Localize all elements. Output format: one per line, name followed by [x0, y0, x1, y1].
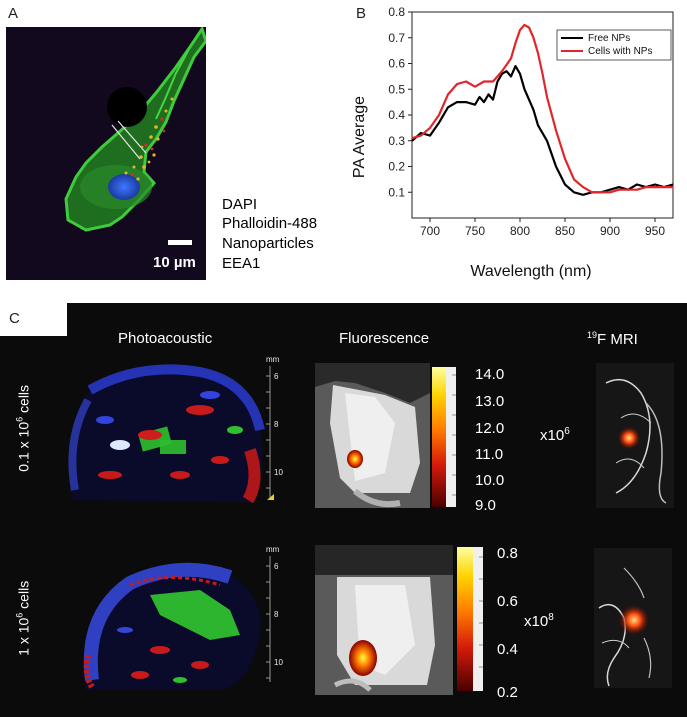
depth-scale-high: mm 6 8 10	[266, 545, 283, 682]
y-tick-label-0.8: 0.8	[388, 5, 405, 19]
y-tick-label-0.6: 0.6	[388, 57, 405, 71]
panel-c-label-box	[0, 303, 67, 336]
legend-cells-with-nps: Cells with NPs	[588, 46, 652, 57]
col-title-photoacoustic: Photoacoustic	[118, 330, 213, 347]
y-tick-label-0.4: 0.4	[388, 108, 405, 122]
row-label-low: 0.1 x 106 cells	[14, 384, 32, 472]
legend-dapi: DAPI	[222, 196, 258, 213]
depth-tick-10-low: 10	[274, 468, 283, 477]
chart-legend: Free NPs Cells with NPs	[556, 29, 672, 61]
x-axis-label: Wavelength (nm)	[470, 263, 591, 280]
y-tick-label-0.1: 0.1	[388, 185, 405, 199]
scale-bar-label: 10 µm	[153, 254, 196, 271]
panel-a-letter: A	[8, 5, 19, 22]
photoacoustic-image-low	[68, 364, 265, 504]
series-cells-with-nps	[411, 23, 673, 194]
pa-spectrum-chart: 700 750 800 850 900 950 0.1 0.2 0.3 0.4 0.5 0.6 0.7 0…	[340, 0, 687, 290]
colorbar-low	[432, 367, 456, 507]
x-tick-label-700: 700	[420, 224, 440, 238]
legend-free-nps: Free NPs	[588, 33, 630, 44]
mri-isotope: 19	[587, 330, 598, 340]
scale-bar	[168, 240, 192, 245]
cb-high-exponent: x108	[524, 612, 554, 630]
y-tick-label-0.2: 0.2	[388, 160, 405, 174]
mri-image-high	[594, 548, 672, 688]
row-label-high: 1 x 106 cells	[14, 580, 32, 656]
panel-c-letter: C	[9, 310, 20, 327]
cb-high-tick-2: 0.4	[497, 641, 518, 658]
x-tick-label-750: 750	[465, 224, 485, 238]
cb-high-tick-3: 0.2	[497, 684, 518, 701]
depth-tick-8-low: 8	[274, 420, 279, 429]
y-axis-label: PA Average	[351, 96, 368, 178]
cb-low-exponent: x106	[540, 426, 570, 444]
mri-title-text: F MRI	[597, 331, 638, 348]
cb-low-tick-4: 10.0	[475, 472, 505, 489]
fluorescence-image-high	[315, 545, 453, 695]
depth-unit-low: mm	[266, 355, 280, 364]
x-tick-label-800: 800	[510, 224, 530, 238]
depth-tick-6-low: 6	[274, 372, 279, 381]
mri-signal-low	[617, 426, 641, 450]
legend-nanoparticles: Nanoparticles	[222, 235, 314, 252]
nucleus	[108, 174, 140, 200]
fluorescence-signal-high	[349, 640, 377, 676]
depth-scale-low: mm 6 8 10	[266, 355, 283, 500]
nanoparticle-dots	[124, 97, 174, 181]
colorbar-high	[457, 547, 483, 691]
depth-tick-8-high: 8	[274, 610, 279, 619]
legend-phalloidin: Phalloidin-488	[222, 215, 318, 232]
cb-low-tick-0: 14.0	[475, 366, 505, 383]
panel-b-letter: B	[356, 5, 367, 22]
photoacoustic-image-high	[83, 562, 261, 690]
cb-low-tick-2: 12.0	[475, 420, 505, 437]
col-title-fluorescence: Fluorescence	[339, 330, 430, 347]
cb-high-tick-1: 0.6	[497, 593, 518, 610]
cb-low-tick-3: 11.0	[475, 446, 504, 463]
depth-tick-10-high: 10	[274, 658, 283, 667]
cb-high-tick-0: 0.8	[497, 545, 518, 562]
mri-image-low	[596, 363, 674, 508]
chart-svg: 700 750 800 850 900 950 0.1 0.2 0.3 0.4 0.5 0.6 0.7 0…	[351, 5, 674, 280]
y-tick-label-0.7: 0.7	[388, 31, 405, 45]
fluorescence-image-low	[315, 363, 430, 508]
y-tick-label-0.3: 0.3	[388, 134, 405, 148]
cb-low-tick-5: 9.0	[475, 497, 496, 514]
x-tick-label-850: 850	[555, 224, 575, 238]
col-title-mri: 19F MRI	[587, 330, 638, 348]
mri-signal-high	[618, 604, 650, 636]
legend-eea1: EEA1	[222, 255, 261, 272]
y-tick-label-0.5: 0.5	[388, 82, 405, 96]
fluorescence-signal-low	[347, 450, 363, 468]
series-free-nps	[411, 64, 674, 196]
confocal-micrograph: 10 µm	[6, 27, 206, 280]
cb-low-tick-1: 13.0	[475, 393, 505, 410]
depth-unit-high: mm	[266, 545, 280, 554]
cell-image	[64, 27, 206, 245]
x-tick-label-900: 900	[600, 224, 620, 238]
depth-tick-6-high: 6	[274, 562, 279, 571]
x-tick-label-950: 950	[645, 224, 665, 238]
